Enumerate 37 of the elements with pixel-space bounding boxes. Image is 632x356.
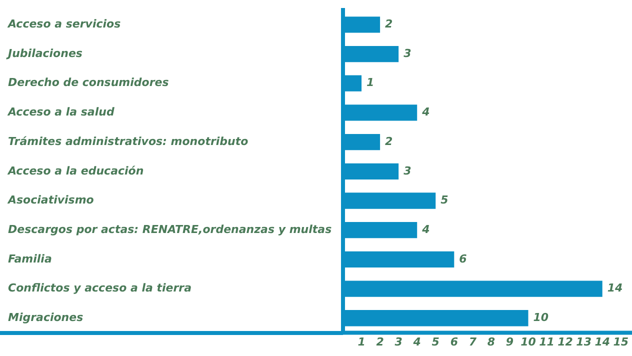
- x-tick-label: 5: [432, 335, 440, 348]
- x-tick-label: 12: [558, 335, 574, 348]
- y-tick-label: Acceso a la salud: [7, 106, 114, 119]
- data-label: 6: [459, 252, 468, 266]
- x-tick-label: 4: [412, 335, 421, 348]
- x-tick-label: 10: [520, 335, 536, 348]
- y-tick-label: Derecho de consumidores: [8, 76, 170, 90]
- x-tick-label: 8: [487, 335, 496, 348]
- data-label: 3: [404, 164, 412, 178]
- data-label: 4: [421, 222, 430, 236]
- data-label: 1: [366, 76, 374, 90]
- data-label: 2: [385, 134, 394, 148]
- data-label: 10: [533, 310, 549, 324]
- data-label: 3: [404, 46, 412, 60]
- y-tick-label: Acceso a la educación: [7, 164, 144, 178]
- x-tick-label: 13: [576, 335, 592, 348]
- x-tick-label: 7: [468, 335, 477, 348]
- x-tick-label: 6: [450, 335, 458, 348]
- y-tick-label: Jubilaciones: [6, 46, 83, 60]
- y-tick-label: Familia: [8, 252, 52, 266]
- x-tick-label: 11: [539, 335, 554, 348]
- data-label: 5: [440, 194, 449, 207]
- x-tick-label: 15: [613, 335, 629, 348]
- y-tick-label: Asociativismo: [7, 194, 94, 207]
- x-tick-label: 2: [376, 335, 384, 348]
- y-tick-label: Migraciones: [8, 310, 84, 324]
- x-tick-label: 14: [594, 335, 610, 348]
- y-tick-label: Acceso a servicios: [7, 18, 122, 31]
- data-label: 4: [421, 106, 430, 119]
- data-label: 14: [607, 282, 623, 295]
- x-tick-label: 1: [358, 335, 366, 348]
- y-tick-label: Trámites administrativos: monotributo: [8, 134, 249, 148]
- data-label: 2: [385, 18, 394, 31]
- y-tick-label: Conflictos y acceso a la tierra: [8, 282, 192, 295]
- x-tick-label: 3: [394, 335, 403, 348]
- y-tick-label: Descargos por actas: RENATRE,ordenanzas y multas: [8, 222, 332, 236]
- x-tick-label: 9: [506, 335, 514, 348]
